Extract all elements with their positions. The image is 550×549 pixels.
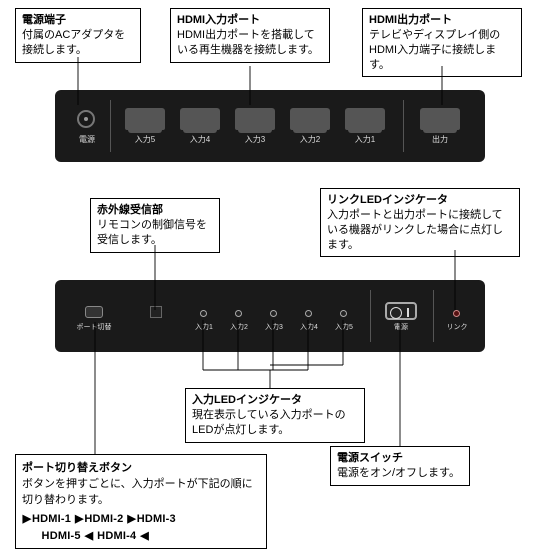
label-in3: 入力3	[235, 134, 275, 145]
arrow-icon: ◀	[140, 528, 150, 545]
callout-hdmi-out: HDMI出力ポート テレビやディスプレイ側のHDMI入力端子に接続します。	[362, 8, 522, 77]
hdmi-in3	[235, 108, 275, 130]
hdmi-in2	[290, 108, 330, 130]
arrow-icon: ▶	[127, 511, 137, 528]
device-rear-panel: 電源 入力5 入力4 入力3 入力2 入力1 出力	[55, 90, 485, 162]
callout-inled: 入力LEDインジケータ 現在表示している入力ポートのLEDが点灯します。	[185, 388, 365, 443]
order-h1: HDMI-1	[32, 513, 71, 525]
callout-inled-title: 入力LEDインジケータ	[192, 393, 358, 408]
callout-ir-title: 赤外線受信部	[97, 203, 213, 218]
label-dc: 電源	[67, 134, 107, 145]
hdmi-in4	[180, 108, 220, 130]
callout-hdmi-out-text: テレビやディスプレイ側のHDMI入力端子に接続します。	[369, 28, 515, 73]
label-led2: 入力2	[225, 322, 253, 332]
callout-power: 電源スイッチ 電源をオン/オフします。	[330, 446, 470, 486]
arrow-icon: ▶	[74, 511, 84, 528]
label-led3: 入力3	[260, 322, 288, 332]
order-h3: HDMI-3	[137, 513, 176, 525]
hdmi-out	[420, 108, 460, 130]
callout-inled-text: 現在表示している入力ポートのLEDが点灯します。	[192, 408, 358, 438]
callout-link-title: リンクLEDインジケータ	[327, 193, 513, 208]
callout-hdmi-in-title: HDMI入力ポート	[177, 13, 323, 28]
led-in2	[235, 310, 242, 317]
arrow-icon: ◀	[84, 528, 94, 545]
callout-power-title: 電源スイッチ	[337, 451, 463, 466]
callout-ir-text: リモコンの制御信号を受信します。	[97, 218, 213, 248]
port-switch-button[interactable]	[85, 306, 103, 318]
led-link	[453, 310, 460, 317]
label-power: 電源	[385, 322, 417, 332]
label-in5: 入力5	[125, 134, 165, 145]
label-in1: 入力1	[345, 134, 385, 145]
callout-hdmi-in-text: HDMI出力ポートを搭載している再生機器を接続します。	[177, 28, 323, 58]
label-in2: 入力2	[290, 134, 330, 145]
led-in3	[270, 310, 277, 317]
order-h4: HDMI-4	[97, 530, 136, 542]
order-h5: HDMI-5	[42, 530, 81, 542]
label-in4: 入力4	[180, 134, 220, 145]
order-h2: HDMI-2	[84, 513, 123, 525]
label-led5: 入力5	[330, 322, 358, 332]
led-in4	[305, 310, 312, 317]
callout-dc-title: 電源端子	[22, 13, 134, 28]
label-link: リンク	[443, 322, 471, 332]
label-led4: 入力4	[295, 322, 323, 332]
callout-ir: 赤外線受信部 リモコンの制御信号を受信します。	[90, 198, 220, 253]
label-port-switch: ポート切替	[75, 322, 113, 332]
callout-btn-text: ボタンを押すごとに、入力ポートが下記の順に切り替わります。	[22, 475, 260, 507]
arrow-icon: ▶	[22, 511, 32, 528]
callout-port-button: ポート切り替えボタン ボタンを押すごとに、入力ポートが下記の順に切り替わります。…	[15, 454, 267, 549]
power-switch[interactable]	[385, 302, 417, 320]
hdmi-order: ▶HDMI-1 ▶HDMI-2 ▶HDMI-3 HDMI-5 ◀ HDMI-4 …	[22, 511, 260, 544]
callout-hdmi-out-title: HDMI出力ポート	[369, 13, 515, 28]
led-in5	[340, 310, 347, 317]
callout-power-text: 電源をオン/オフします。	[337, 466, 463, 481]
dc-jack	[77, 110, 95, 128]
hdmi-in1	[345, 108, 385, 130]
hdmi-in5	[125, 108, 165, 130]
callout-dc: 電源端子 付属のACアダプタを接続します。	[15, 8, 141, 63]
callout-btn-title: ポート切り替えボタン	[22, 459, 260, 475]
callout-hdmi-in: HDMI入力ポート HDMI出力ポートを搭載している再生機器を接続します。	[170, 8, 330, 63]
device-front-panel: ポート切替 入力1 入力2 入力3 入力4 入力5 電源 リンク	[55, 280, 485, 352]
label-out: 出力	[420, 134, 460, 145]
label-led1: 入力1	[190, 322, 218, 332]
callout-dc-text: 付属のACアダプタを接続します。	[22, 28, 134, 58]
ir-receiver	[150, 306, 162, 318]
led-in1	[200, 310, 207, 317]
callout-link: リンクLEDインジケータ 入力ポートと出力ポートに接続している機器がリンクした場…	[320, 188, 520, 257]
callout-link-text: 入力ポートと出力ポートに接続している機器がリンクした場合に点灯します。	[327, 208, 513, 253]
